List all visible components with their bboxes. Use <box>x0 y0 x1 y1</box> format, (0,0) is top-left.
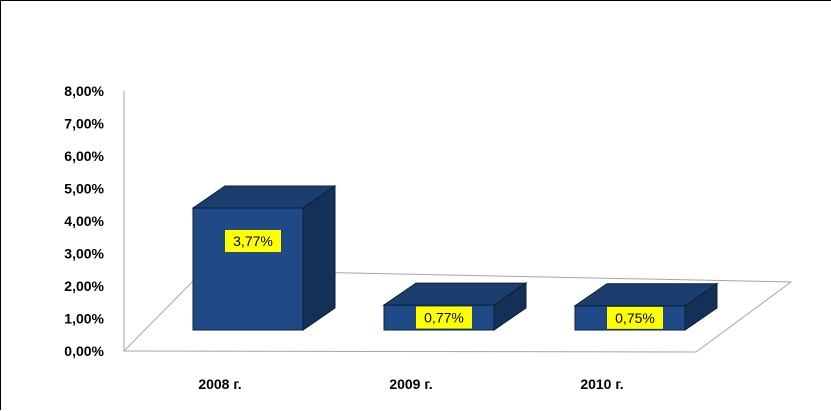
bar: 0,77% <box>382 282 528 331</box>
y-tick-label: 1,00% <box>64 311 104 327</box>
y-tick-label: 0,00% <box>64 343 104 359</box>
floor-plane <box>122 269 793 353</box>
bar-side <box>302 185 336 331</box>
y-tick-label: 3,00% <box>64 246 104 262</box>
data-label: 0,77% <box>424 310 464 326</box>
y-tick-label: 5,00% <box>64 181 104 197</box>
y-tick-label: 6,00% <box>64 148 104 164</box>
y-tick-label: 7,00% <box>64 116 104 132</box>
bar-side <box>684 282 718 331</box>
chart-axes <box>122 91 793 353</box>
y-tick-label: 2,00% <box>64 278 104 294</box>
y-axis-ticks: 0,00% 1,00% 2,00% 3,00% 4,00% 5,00% 6,00% 7,00%… <box>64 83 104 359</box>
y-tick-label: 4,00% <box>64 213 104 229</box>
bar: 3,77% <box>191 185 337 331</box>
data-label: 3,77% <box>233 233 273 249</box>
data-label-box <box>225 230 281 252</box>
x-axis-categories: 2008 г. 2009 г. 2010 г. <box>198 376 623 392</box>
bar: 0,75% <box>573 282 719 331</box>
data-label-box <box>607 306 663 329</box>
bar-side <box>493 282 527 331</box>
chart-bars: 3,77% 0,77% 0,75% <box>191 185 719 331</box>
data-label-box <box>416 306 472 329</box>
x-category-label: 2009 г. <box>389 376 432 392</box>
bar-front <box>192 207 304 331</box>
y-tick-label: 8,00% <box>64 83 104 99</box>
x-category-label: 2010 г. <box>580 376 623 392</box>
x-category-label: 2008 г. <box>198 376 241 392</box>
data-label: 0,75% <box>615 310 655 326</box>
